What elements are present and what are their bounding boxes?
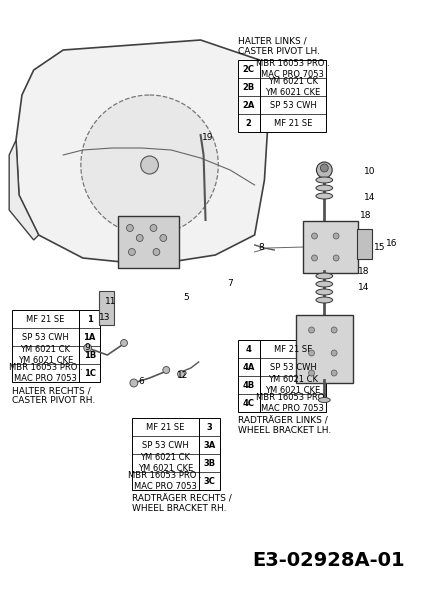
- Circle shape: [331, 327, 337, 333]
- Circle shape: [316, 162, 332, 178]
- Text: YM 6021 CK
YM 6021 CKE: YM 6021 CK YM 6021 CKE: [265, 376, 321, 395]
- Text: YM 6021 CK
YM 6021 CKE: YM 6021 CK YM 6021 CKE: [18, 346, 73, 365]
- Circle shape: [141, 156, 159, 174]
- Circle shape: [333, 233, 339, 239]
- Text: 1: 1: [87, 314, 92, 323]
- Text: 2: 2: [246, 118, 252, 127]
- Text: 16: 16: [386, 238, 398, 247]
- Text: MF 21 SE: MF 21 SE: [274, 118, 312, 127]
- Text: YM 6021 CK
YM 6021 CKE: YM 6021 CK YM 6021 CKE: [138, 454, 193, 473]
- Circle shape: [126, 224, 134, 232]
- Text: 3A: 3A: [204, 440, 215, 449]
- Bar: [132, 418, 220, 490]
- Circle shape: [160, 235, 167, 241]
- Text: 15: 15: [374, 244, 385, 253]
- Bar: [238, 60, 326, 132]
- Text: 5: 5: [183, 293, 189, 302]
- Text: 2C: 2C: [243, 64, 255, 73]
- FancyBboxPatch shape: [303, 221, 358, 273]
- Ellipse shape: [316, 185, 333, 191]
- Text: 14: 14: [364, 193, 375, 202]
- Bar: [238, 340, 326, 412]
- FancyBboxPatch shape: [118, 216, 179, 268]
- Text: 19: 19: [202, 133, 213, 142]
- Text: E3-02928A-01: E3-02928A-01: [252, 551, 404, 569]
- Circle shape: [312, 233, 318, 239]
- Text: 3: 3: [206, 422, 212, 431]
- Circle shape: [309, 370, 315, 376]
- Text: MF 21 SE: MF 21 SE: [26, 314, 65, 323]
- PathPatch shape: [16, 40, 269, 265]
- Text: 8: 8: [259, 244, 265, 253]
- Circle shape: [163, 367, 170, 373]
- Ellipse shape: [318, 397, 330, 403]
- Text: 3C: 3C: [204, 476, 215, 485]
- Text: SP 53 CWH: SP 53 CWH: [270, 100, 316, 109]
- Text: 3B: 3B: [204, 458, 215, 467]
- Bar: [12, 310, 100, 382]
- Circle shape: [150, 224, 157, 232]
- Circle shape: [84, 344, 92, 352]
- PathPatch shape: [9, 140, 39, 240]
- Text: 2A: 2A: [243, 100, 255, 109]
- Text: MBR 16053 PRO .
MAC PRO 7053: MBR 16053 PRO . MAC PRO 7053: [128, 472, 202, 491]
- Text: 1A: 1A: [84, 332, 96, 341]
- Circle shape: [312, 255, 318, 261]
- Text: 11: 11: [105, 298, 116, 307]
- Circle shape: [81, 95, 218, 235]
- Ellipse shape: [316, 193, 333, 199]
- Text: HALTER LINKS /
CASTER PIVOT LH.: HALTER LINKS / CASTER PIVOT LH.: [238, 37, 320, 56]
- FancyBboxPatch shape: [98, 291, 114, 325]
- Text: SP 53 CWH: SP 53 CWH: [22, 332, 69, 341]
- Text: SP 53 CWH: SP 53 CWH: [270, 362, 316, 371]
- Circle shape: [120, 340, 128, 346]
- Circle shape: [128, 248, 135, 256]
- Text: 12: 12: [177, 370, 189, 379]
- Text: 7: 7: [227, 278, 233, 287]
- Circle shape: [136, 235, 143, 241]
- Ellipse shape: [316, 273, 333, 279]
- Text: 1B: 1B: [84, 350, 96, 359]
- Circle shape: [331, 370, 337, 376]
- Text: MBR 16053 PRO .
MAC PRO 7053: MBR 16053 PRO . MAC PRO 7053: [256, 59, 330, 79]
- Circle shape: [333, 255, 339, 261]
- Circle shape: [309, 327, 315, 333]
- Text: MBR 16053 PRO .
MAC PRO 7053: MBR 16053 PRO . MAC PRO 7053: [8, 363, 82, 383]
- FancyBboxPatch shape: [357, 229, 372, 259]
- Text: 6: 6: [139, 377, 145, 386]
- Text: 10: 10: [364, 167, 375, 176]
- Circle shape: [321, 164, 328, 172]
- Text: MF 21 SE: MF 21 SE: [146, 422, 184, 431]
- Text: MBR 16053 PRO .
MAC PRO 7053: MBR 16053 PRO . MAC PRO 7053: [256, 394, 330, 413]
- Text: YM 6021 CK
YM 6021 CKE: YM 6021 CK YM 6021 CKE: [265, 77, 321, 97]
- Text: MF 21 SE: MF 21 SE: [274, 344, 312, 353]
- Circle shape: [331, 350, 337, 356]
- Ellipse shape: [316, 297, 333, 303]
- Text: 13: 13: [99, 313, 110, 323]
- Text: 4A: 4A: [243, 362, 255, 371]
- Text: 1C: 1C: [84, 368, 96, 377]
- Ellipse shape: [316, 281, 333, 287]
- FancyBboxPatch shape: [296, 315, 353, 383]
- Text: RADTRÄGER LINKS /
WHEEL BRACKET LH.: RADTRÄGER LINKS / WHEEL BRACKET LH.: [238, 416, 331, 436]
- Ellipse shape: [316, 289, 333, 295]
- Circle shape: [309, 350, 315, 356]
- Text: HALTER RECHTS /
CASTER PIVOT RH.: HALTER RECHTS / CASTER PIVOT RH.: [12, 386, 95, 406]
- Text: 4C: 4C: [243, 398, 255, 407]
- Text: 18: 18: [358, 268, 369, 277]
- Circle shape: [178, 370, 184, 377]
- Text: 18: 18: [360, 211, 371, 220]
- Text: 14: 14: [358, 283, 369, 292]
- Circle shape: [130, 379, 138, 387]
- Text: SP 53 CWH: SP 53 CWH: [142, 440, 189, 449]
- Text: RADTRÄGER RECHTS /
WHEEL BRACKET RH.: RADTRÄGER RECHTS / WHEEL BRACKET RH.: [132, 494, 232, 514]
- Text: 9: 9: [85, 343, 91, 352]
- Ellipse shape: [316, 177, 333, 183]
- Text: 4B: 4B: [243, 380, 255, 389]
- Circle shape: [153, 248, 160, 256]
- Text: 4: 4: [246, 344, 252, 353]
- Text: 2B: 2B: [243, 82, 255, 91]
